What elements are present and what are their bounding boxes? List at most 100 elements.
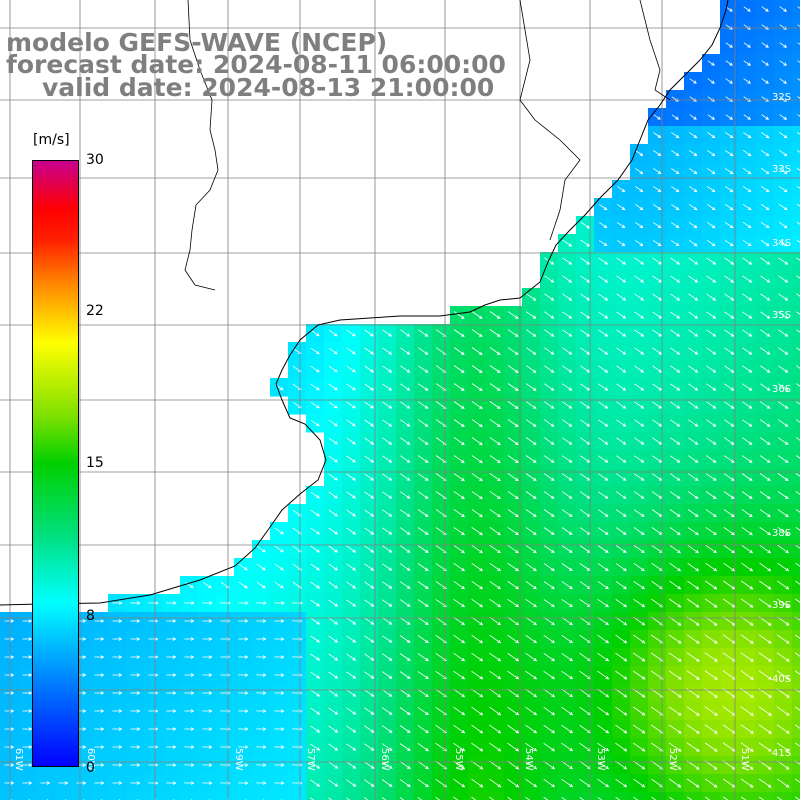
wind-arrow: [489, 455, 501, 464]
wind-speed-cell: [792, 90, 800, 109]
wind-arrow: [740, 724, 754, 734]
wind-arrow: [707, 78, 715, 84]
wind-arrow: [543, 616, 555, 626]
wind-arrow: [489, 652, 502, 662]
wind-arrow: [668, 706, 682, 716]
wind-arrow: [776, 598, 790, 608]
wind-arrow: [777, 562, 790, 572]
colorbar-tick-15: 15: [86, 455, 104, 471]
wind-arrow: [632, 706, 646, 716]
wind-arrow: [328, 437, 338, 445]
wind-vector-arrows: [4, 6, 800, 800]
wind-arrow: [707, 60, 715, 66]
wind-arrow: [112, 601, 123, 605]
wind-arrow: [417, 581, 429, 589]
wind-arrow: [669, 473, 681, 481]
wind-speed-cell: [792, 576, 800, 595]
wind-arrow: [471, 419, 483, 428]
wind-arrow: [740, 670, 754, 680]
wind-arrow: [651, 580, 664, 590]
wind-arrow: [562, 257, 573, 265]
wind-arrow: [328, 743, 339, 751]
wind-speed-cell: [792, 360, 800, 379]
wind-arrow: [525, 634, 537, 644]
wind-arrow: [687, 580, 700, 590]
wind-arrow: [707, 114, 715, 120]
wind-arrow: [759, 437, 771, 445]
wind-arrow: [741, 544, 754, 554]
wind-arrow: [634, 419, 645, 427]
wind-arrow: [688, 311, 699, 319]
wind-arrow: [489, 742, 502, 752]
wind-arrow: [489, 634, 502, 644]
wind-arrow: [741, 526, 753, 536]
wind-arrow: [364, 707, 375, 715]
wind-arrow: [543, 688, 556, 698]
wind-arrow: [795, 383, 800, 387]
wind-arrow: [741, 473, 753, 481]
wind-arrow: [779, 42, 787, 48]
wind-speed-cell: [594, 792, 613, 800]
wind-speed-cell: [342, 792, 361, 800]
wind-arrow: [688, 293, 699, 301]
wind-arrow: [202, 619, 213, 623]
wind-arrow: [597, 778, 610, 788]
wind-arrow: [364, 635, 375, 643]
wind-arrow: [417, 419, 429, 427]
wind-arrow: [507, 419, 519, 427]
wind-arrow: [704, 724, 718, 734]
wind-speed-cell: [144, 792, 163, 800]
wind-arrow: [417, 527, 429, 535]
wind-arrow: [148, 691, 159, 695]
wind-arrow: [112, 691, 123, 695]
wind-arrow: [635, 150, 644, 156]
wind-arrow: [346, 455, 356, 463]
wind-arrow: [130, 637, 141, 641]
wind-arrow: [453, 527, 465, 536]
wind-arrow: [489, 329, 501, 337]
wind-arrow: [22, 727, 33, 731]
wind-arrow: [471, 670, 484, 680]
wind-speed-cell: [792, 540, 800, 559]
wind-arrow: [94, 727, 105, 731]
wind-speed-cell: [666, 792, 685, 800]
colorbar-tick-8: 8: [86, 608, 95, 624]
wind-arrow: [796, 329, 800, 333]
wind-arrow: [670, 401, 681, 409]
wind-speed-cell: [792, 792, 800, 800]
wind-arrow: [706, 239, 716, 247]
wind-arrow: [597, 563, 609, 572]
wind-arrow: [364, 347, 375, 355]
wind-arrow: [670, 240, 680, 247]
wind-arrow: [760, 329, 771, 337]
colorbar-unit-label: [m/s]: [33, 132, 70, 148]
wind-arrow: [704, 778, 718, 788]
wind-arrow: [256, 619, 267, 623]
wind-arrow: [382, 401, 393, 409]
wind-arrow: [616, 401, 627, 409]
wind-arrow: [346, 383, 356, 391]
wind-arrow: [598, 329, 609, 337]
wind-arrow: [507, 796, 513, 800]
wind-arrow: [417, 653, 429, 662]
wind-arrow: [724, 221, 734, 229]
wind-arrow: [740, 706, 754, 716]
wind-speed-cell: [792, 414, 800, 433]
wind-arrow: [507, 778, 520, 788]
wind-arrow: [238, 619, 249, 623]
wind-arrow: [760, 203, 770, 211]
wind-arrow: [238, 691, 249, 695]
wind-arrow: [669, 527, 681, 536]
wind-arrow: [274, 727, 285, 731]
wind-arrow: [633, 545, 645, 554]
wind-arrow: [328, 617, 339, 625]
wind-arrow: [562, 419, 573, 427]
wind-arrow: [634, 275, 645, 283]
wind-arrow: [561, 796, 567, 800]
wind-arrow: [256, 545, 266, 553]
wind-arrow: [777, 526, 789, 536]
wind-arrow: [525, 365, 537, 373]
wind-arrow: [743, 96, 751, 102]
wind-speed-cell: [792, 522, 800, 541]
